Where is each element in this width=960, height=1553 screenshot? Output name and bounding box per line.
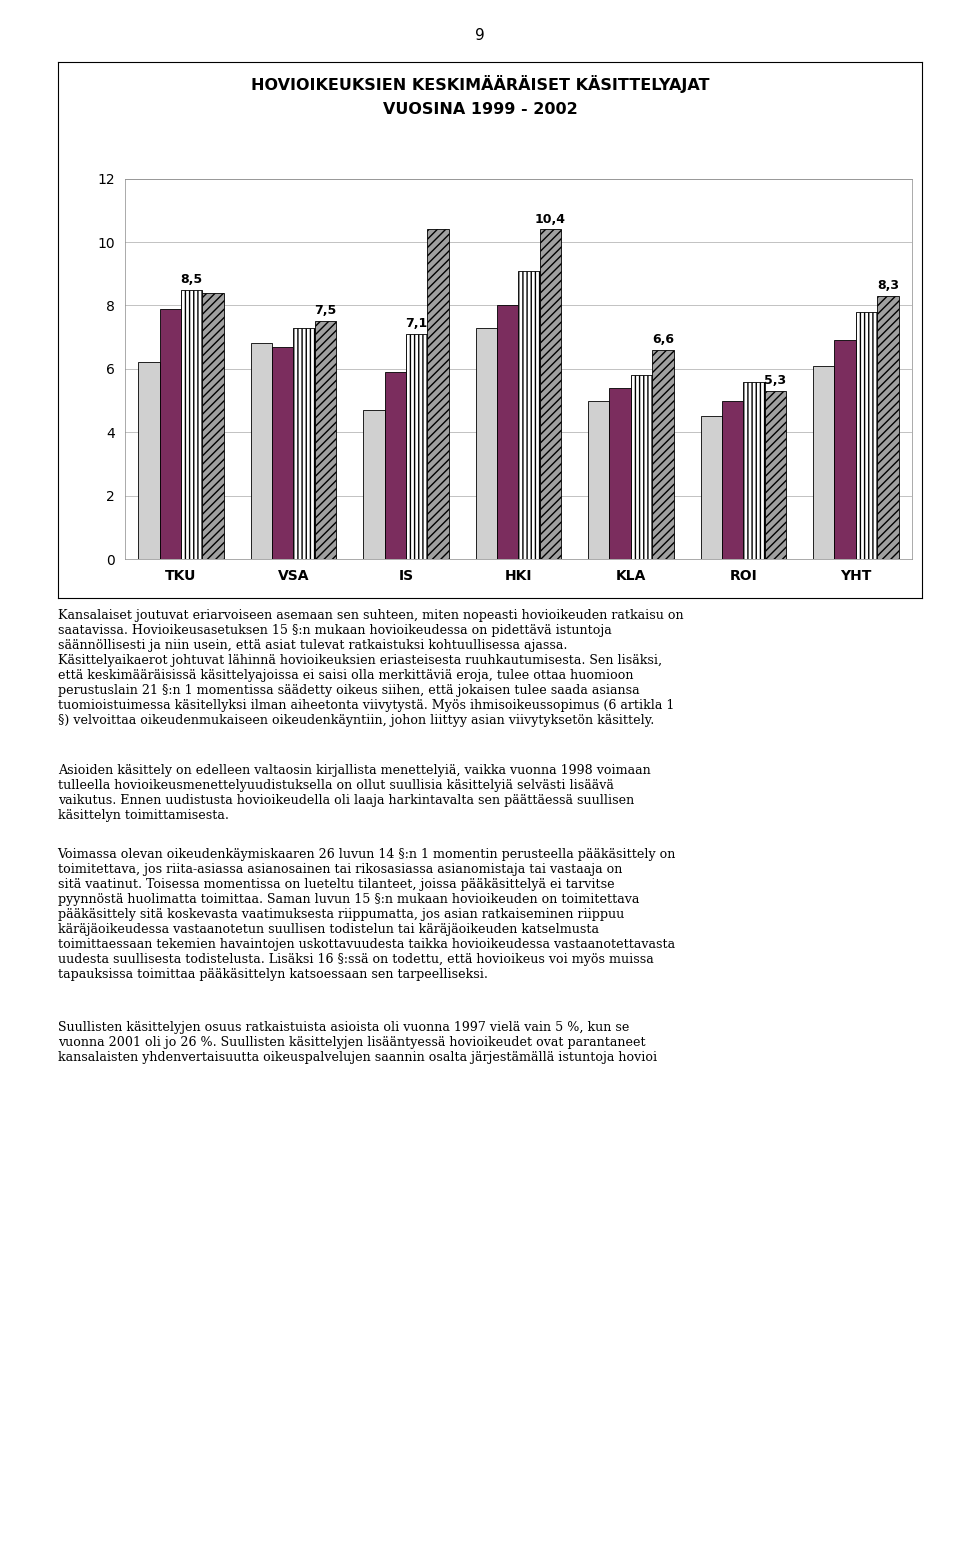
Bar xyxy=(272,346,294,559)
Text: HOVIOIKEUKSIEN KESKIMÄÄRÄISET KÄSITTELYAJAT: HOVIOIKEUKSIEN KESKIMÄÄRÄISET KÄSITTELYA… xyxy=(251,75,709,93)
Text: 8,5: 8,5 xyxy=(180,273,203,286)
Bar xyxy=(652,349,674,559)
Bar xyxy=(743,382,765,559)
Bar xyxy=(385,373,406,559)
Text: Suullisten käsittelyjen osuus ratkaistuista asioista oli vuonna 1997 vielä vain : Suullisten käsittelyjen osuus ratkaistui… xyxy=(58,1022,657,1064)
Bar xyxy=(315,321,336,559)
Bar xyxy=(518,270,540,559)
Text: Asioiden käsittely on edelleen valtaosin kirjallista menettelyiä, vaikka vuonna : Asioiden käsittely on edelleen valtaosin… xyxy=(58,764,650,822)
Bar xyxy=(203,292,224,559)
Bar xyxy=(855,312,877,559)
Bar xyxy=(138,362,159,559)
Bar xyxy=(765,391,786,559)
Bar xyxy=(540,230,562,559)
Bar xyxy=(159,309,181,559)
Text: VUOSINA 1999 - 2002: VUOSINA 1999 - 2002 xyxy=(383,102,577,118)
Bar xyxy=(834,340,855,559)
Bar xyxy=(701,416,722,559)
Bar xyxy=(294,328,315,559)
Bar xyxy=(588,401,610,559)
Text: Kansalaiset joutuvat eriarvoiseen asemaan sen suhteen, miten nopeasti hovioikeud: Kansalaiset joutuvat eriarvoiseen asemaa… xyxy=(58,609,684,727)
Text: 5,3: 5,3 xyxy=(764,374,786,387)
Text: 9: 9 xyxy=(475,28,485,43)
Bar xyxy=(497,306,518,559)
Text: 8,3: 8,3 xyxy=(876,280,899,292)
Bar xyxy=(813,365,834,559)
Text: 7,5: 7,5 xyxy=(315,304,337,317)
Bar xyxy=(631,376,652,559)
Text: 7,1: 7,1 xyxy=(405,317,428,331)
Bar xyxy=(406,334,427,559)
Text: 6,6: 6,6 xyxy=(652,332,674,346)
Bar xyxy=(610,388,631,559)
Bar xyxy=(877,297,899,559)
Text: Voimassa olevan oikeudenkäymiskaaren 26 luvun 14 §:n 1 momentin perusteella pääk: Voimassa olevan oikeudenkäymiskaaren 26 … xyxy=(58,848,676,981)
Bar xyxy=(722,401,743,559)
Text: 10,4: 10,4 xyxy=(535,213,566,225)
Bar xyxy=(363,410,385,559)
Bar xyxy=(181,289,203,559)
Bar xyxy=(475,328,497,559)
Bar xyxy=(427,230,448,559)
Bar xyxy=(251,343,272,559)
